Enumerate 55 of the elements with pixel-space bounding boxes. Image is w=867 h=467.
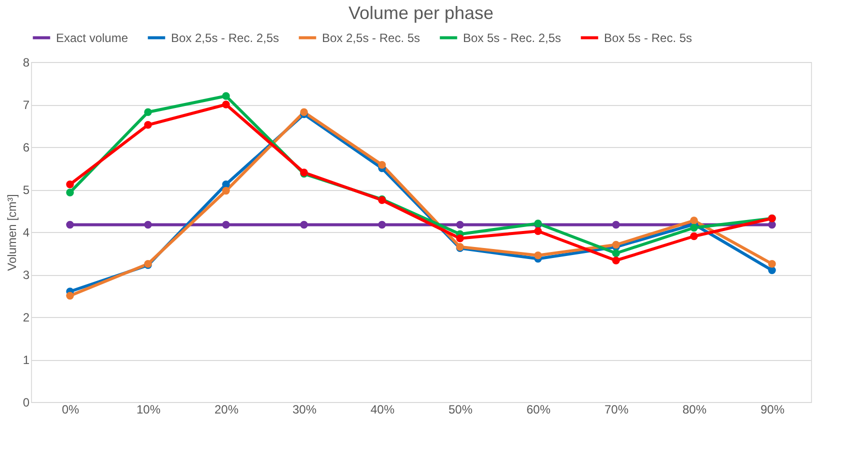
point bbox=[144, 220, 152, 229]
chart-title: Volume per phase bbox=[348, 3, 494, 23]
point bbox=[66, 220, 74, 229]
point bbox=[456, 234, 464, 242]
point bbox=[378, 160, 386, 169]
y-tick-label: 7 bbox=[22, 98, 30, 112]
y-tick-label: 4 bbox=[22, 226, 30, 240]
point bbox=[690, 216, 698, 224]
x-tick-label: 80% bbox=[682, 402, 707, 416]
point bbox=[612, 240, 620, 249]
x-tick-label: 30% bbox=[292, 402, 317, 416]
point bbox=[690, 224, 698, 232]
point bbox=[690, 232, 698, 240]
point bbox=[534, 252, 542, 260]
point bbox=[378, 220, 386, 229]
legend-label: Box 2,5s - Rec. 5s bbox=[322, 30, 420, 45]
x-tick-label: 40% bbox=[370, 402, 395, 416]
point bbox=[456, 220, 464, 229]
point bbox=[768, 266, 776, 274]
legend-label: Box 2,5s - Rec. 2,5s bbox=[171, 30, 280, 45]
legend-label: Box 5s - Rec. 2,5s bbox=[463, 30, 562, 45]
x-tick-label: 90% bbox=[760, 402, 785, 416]
point bbox=[222, 180, 230, 188]
point bbox=[66, 188, 74, 196]
y-tick-label: 6 bbox=[22, 140, 30, 154]
point bbox=[612, 256, 620, 264]
point bbox=[222, 186, 230, 195]
x-tick-label: 0% bbox=[62, 402, 80, 416]
x-tick-label: 20% bbox=[214, 402, 239, 416]
point bbox=[222, 92, 230, 100]
point bbox=[768, 260, 776, 268]
y-tick-label: 1 bbox=[22, 353, 30, 367]
legend-label: Box 5s - Rec. 5s bbox=[604, 30, 692, 45]
point bbox=[300, 220, 308, 229]
point bbox=[222, 220, 230, 229]
y-tick-label: 0 bbox=[22, 396, 30, 410]
x-tick-label: 60% bbox=[526, 402, 551, 416]
point bbox=[66, 292, 74, 300]
point bbox=[144, 121, 152, 129]
y-tick-label: 5 bbox=[22, 183, 30, 197]
x-tick-label: 70% bbox=[604, 402, 629, 416]
y-axis-title: Volumen [cm³] bbox=[4, 194, 19, 271]
y-tick-label: 3 bbox=[22, 268, 30, 282]
point bbox=[66, 180, 74, 188]
point bbox=[612, 220, 620, 229]
x-tick-label: 10% bbox=[136, 402, 161, 416]
point bbox=[612, 249, 620, 258]
y-tick-label: 2 bbox=[22, 310, 30, 324]
y-tick-label: 8 bbox=[22, 56, 30, 70]
x-tick-label: 50% bbox=[448, 402, 473, 416]
legend-label: Exact volume bbox=[56, 30, 128, 45]
point bbox=[768, 220, 776, 229]
point bbox=[144, 108, 152, 116]
point bbox=[534, 227, 542, 236]
point bbox=[222, 100, 230, 108]
